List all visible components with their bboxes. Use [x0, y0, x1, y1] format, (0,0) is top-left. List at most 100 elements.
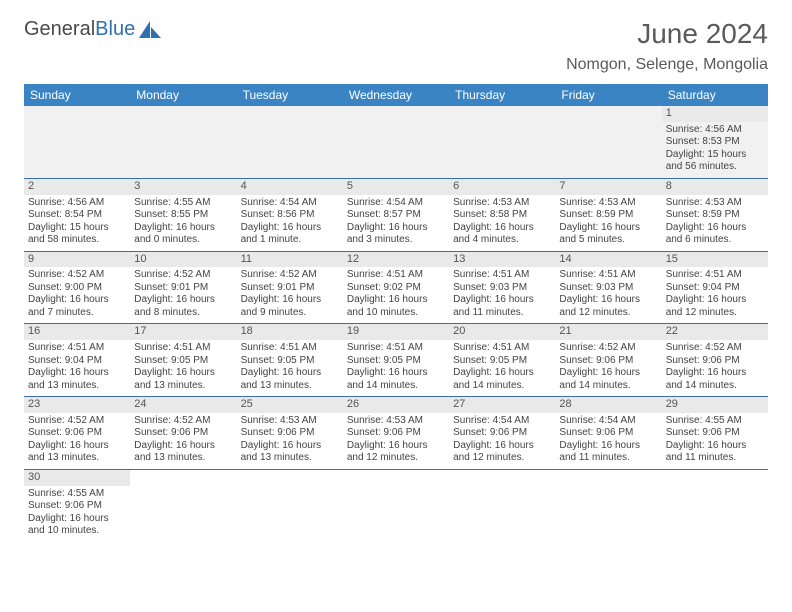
calendar-cell: 3Sunrise: 4:55 AMSunset: 8:55 PMDaylight…	[130, 178, 236, 251]
day-detail: Sunset: 8:58 PM	[453, 209, 551, 222]
day-number: 9	[24, 252, 130, 268]
calendar-week: 1Sunrise: 4:56 AMSunset: 8:53 PMDaylight…	[24, 106, 768, 178]
day-detail: Sunrise: 4:51 AM	[347, 342, 445, 355]
day-number: 12	[343, 252, 449, 268]
day-detail: and 12 minutes.	[666, 307, 764, 320]
calendar-cell: 30Sunrise: 4:55 AMSunset: 9:06 PMDayligh…	[24, 469, 130, 541]
calendar-cell	[343, 469, 449, 541]
day-detail: Sunset: 9:06 PM	[241, 427, 339, 440]
day-detail: and 14 minutes.	[559, 380, 657, 393]
title-block: June 2024 Nomgon, Selenge, Mongolia	[566, 18, 768, 74]
day-detail: Sunset: 9:06 PM	[134, 427, 232, 440]
day-detail: and 7 minutes.	[28, 307, 126, 320]
calendar-cell: 25Sunrise: 4:53 AMSunset: 9:06 PMDayligh…	[237, 397, 343, 470]
calendar-cell	[130, 469, 236, 541]
day-detail: and 0 minutes.	[134, 234, 232, 247]
day-detail: Sunrise: 4:51 AM	[453, 342, 551, 355]
day-detail: Sunset: 9:06 PM	[453, 427, 551, 440]
calendar-cell: 24Sunrise: 4:52 AMSunset: 9:06 PMDayligh…	[130, 397, 236, 470]
brand-word-2: Blue	[95, 18, 135, 41]
calendar-cell: 19Sunrise: 4:51 AMSunset: 9:05 PMDayligh…	[343, 324, 449, 397]
day-detail: Daylight: 16 hours	[559, 222, 657, 235]
day-detail: and 9 minutes.	[241, 307, 339, 320]
day-detail: Daylight: 16 hours	[453, 294, 551, 307]
calendar-cell	[343, 106, 449, 178]
day-detail: Daylight: 15 hours	[666, 149, 764, 162]
day-detail: Daylight: 16 hours	[28, 440, 126, 453]
calendar-cell: 26Sunrise: 4:53 AMSunset: 9:06 PMDayligh…	[343, 397, 449, 470]
day-detail: Sunset: 9:06 PM	[559, 355, 657, 368]
day-detail: Sunset: 9:06 PM	[28, 427, 126, 440]
day-detail: and 10 minutes.	[28, 525, 126, 538]
day-number: 4	[237, 179, 343, 195]
sail-icon	[139, 21, 161, 39]
calendar-cell: 17Sunrise: 4:51 AMSunset: 9:05 PMDayligh…	[130, 324, 236, 397]
day-detail: Sunset: 8:59 PM	[559, 209, 657, 222]
month-title: June 2024	[566, 18, 768, 50]
day-detail: Sunset: 9:04 PM	[28, 355, 126, 368]
calendar-table: Sunday Monday Tuesday Wednesday Thursday…	[24, 84, 768, 542]
day-detail: Sunset: 9:06 PM	[28, 500, 126, 513]
day-detail: Sunrise: 4:52 AM	[666, 342, 764, 355]
calendar-cell: 16Sunrise: 4:51 AMSunset: 9:04 PMDayligh…	[24, 324, 130, 397]
day-detail: Daylight: 16 hours	[666, 440, 764, 453]
day-number: 18	[237, 324, 343, 340]
day-detail: Sunset: 9:05 PM	[347, 355, 445, 368]
day-detail: Sunrise: 4:52 AM	[134, 415, 232, 428]
calendar-cell: 13Sunrise: 4:51 AMSunset: 9:03 PMDayligh…	[449, 251, 555, 324]
calendar-cell: 18Sunrise: 4:51 AMSunset: 9:05 PMDayligh…	[237, 324, 343, 397]
day-detail: Sunrise: 4:55 AM	[666, 415, 764, 428]
calendar-cell: 27Sunrise: 4:54 AMSunset: 9:06 PMDayligh…	[449, 397, 555, 470]
day-detail: Sunrise: 4:52 AM	[28, 415, 126, 428]
day-detail: and 13 minutes.	[134, 452, 232, 465]
calendar-cell: 4Sunrise: 4:54 AMSunset: 8:56 PMDaylight…	[237, 178, 343, 251]
calendar-cell	[555, 469, 661, 541]
day-detail: Sunset: 9:02 PM	[347, 282, 445, 295]
day-detail: Sunrise: 4:53 AM	[453, 197, 551, 210]
day-number: 22	[662, 324, 768, 340]
calendar-cell: 10Sunrise: 4:52 AMSunset: 9:01 PMDayligh…	[130, 251, 236, 324]
day-number: 6	[449, 179, 555, 195]
day-detail: and 13 minutes.	[28, 452, 126, 465]
calendar-cell: 20Sunrise: 4:51 AMSunset: 9:05 PMDayligh…	[449, 324, 555, 397]
day-number: 7	[555, 179, 661, 195]
day-detail: Sunset: 9:00 PM	[28, 282, 126, 295]
day-detail: Sunset: 9:03 PM	[559, 282, 657, 295]
day-detail: Sunrise: 4:51 AM	[453, 269, 551, 282]
day-detail: Daylight: 16 hours	[134, 294, 232, 307]
day-detail: Daylight: 16 hours	[134, 367, 232, 380]
day-detail: Daylight: 16 hours	[241, 367, 339, 380]
calendar-cell: 21Sunrise: 4:52 AMSunset: 9:06 PMDayligh…	[555, 324, 661, 397]
day-detail: Sunrise: 4:55 AM	[28, 488, 126, 501]
day-number: 29	[662, 397, 768, 413]
calendar-cell: 8Sunrise: 4:53 AMSunset: 8:59 PMDaylight…	[662, 178, 768, 251]
day-detail: Sunrise: 4:53 AM	[241, 415, 339, 428]
day-detail: Sunrise: 4:51 AM	[559, 269, 657, 282]
day-number: 28	[555, 397, 661, 413]
day-detail: Daylight: 16 hours	[347, 440, 445, 453]
calendar-cell: 7Sunrise: 4:53 AMSunset: 8:59 PMDaylight…	[555, 178, 661, 251]
day-detail: and 56 minutes.	[666, 161, 764, 174]
calendar-cell: 5Sunrise: 4:54 AMSunset: 8:57 PMDaylight…	[343, 178, 449, 251]
day-detail: and 58 minutes.	[28, 234, 126, 247]
day-number: 20	[449, 324, 555, 340]
day-detail: Sunrise: 4:52 AM	[28, 269, 126, 282]
day-number: 5	[343, 179, 449, 195]
day-detail: Sunrise: 4:52 AM	[134, 269, 232, 282]
calendar-week: 16Sunrise: 4:51 AMSunset: 9:04 PMDayligh…	[24, 324, 768, 397]
day-detail: Daylight: 16 hours	[28, 513, 126, 526]
calendar-cell	[449, 106, 555, 178]
calendar-cell: 1Sunrise: 4:56 AMSunset: 8:53 PMDaylight…	[662, 106, 768, 178]
day-detail: Sunrise: 4:54 AM	[559, 415, 657, 428]
day-detail: Daylight: 16 hours	[453, 440, 551, 453]
day-detail: and 4 minutes.	[453, 234, 551, 247]
day-number: 15	[662, 252, 768, 268]
day-detail: Sunset: 8:53 PM	[666, 136, 764, 149]
day-detail: Sunrise: 4:54 AM	[241, 197, 339, 210]
calendar-cell: 2Sunrise: 4:56 AMSunset: 8:54 PMDaylight…	[24, 178, 130, 251]
day-detail: Daylight: 16 hours	[241, 440, 339, 453]
day-detail: and 14 minutes.	[666, 380, 764, 393]
day-detail: Sunset: 8:54 PM	[28, 209, 126, 222]
calendar-cell: 11Sunrise: 4:52 AMSunset: 9:01 PMDayligh…	[237, 251, 343, 324]
day-detail: Sunrise: 4:54 AM	[347, 197, 445, 210]
